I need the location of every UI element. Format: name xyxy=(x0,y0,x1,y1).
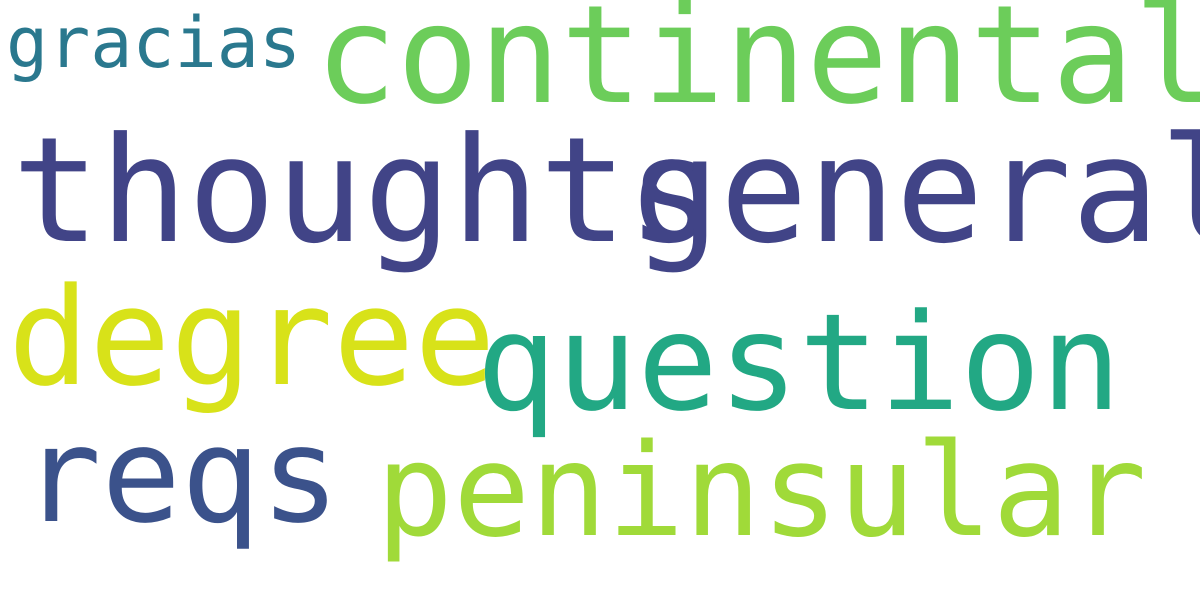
word-question: question xyxy=(476,285,1122,441)
word-reqs: reqs xyxy=(22,399,340,553)
word-continental: continental xyxy=(315,0,1200,135)
word-thoughts: thoughts xyxy=(12,106,716,276)
word-general: general xyxy=(632,106,1200,276)
word-degree: degree xyxy=(8,259,496,416)
word-gracias: gracias xyxy=(6,2,302,84)
word-peninsular: peninsular xyxy=(376,417,1147,566)
